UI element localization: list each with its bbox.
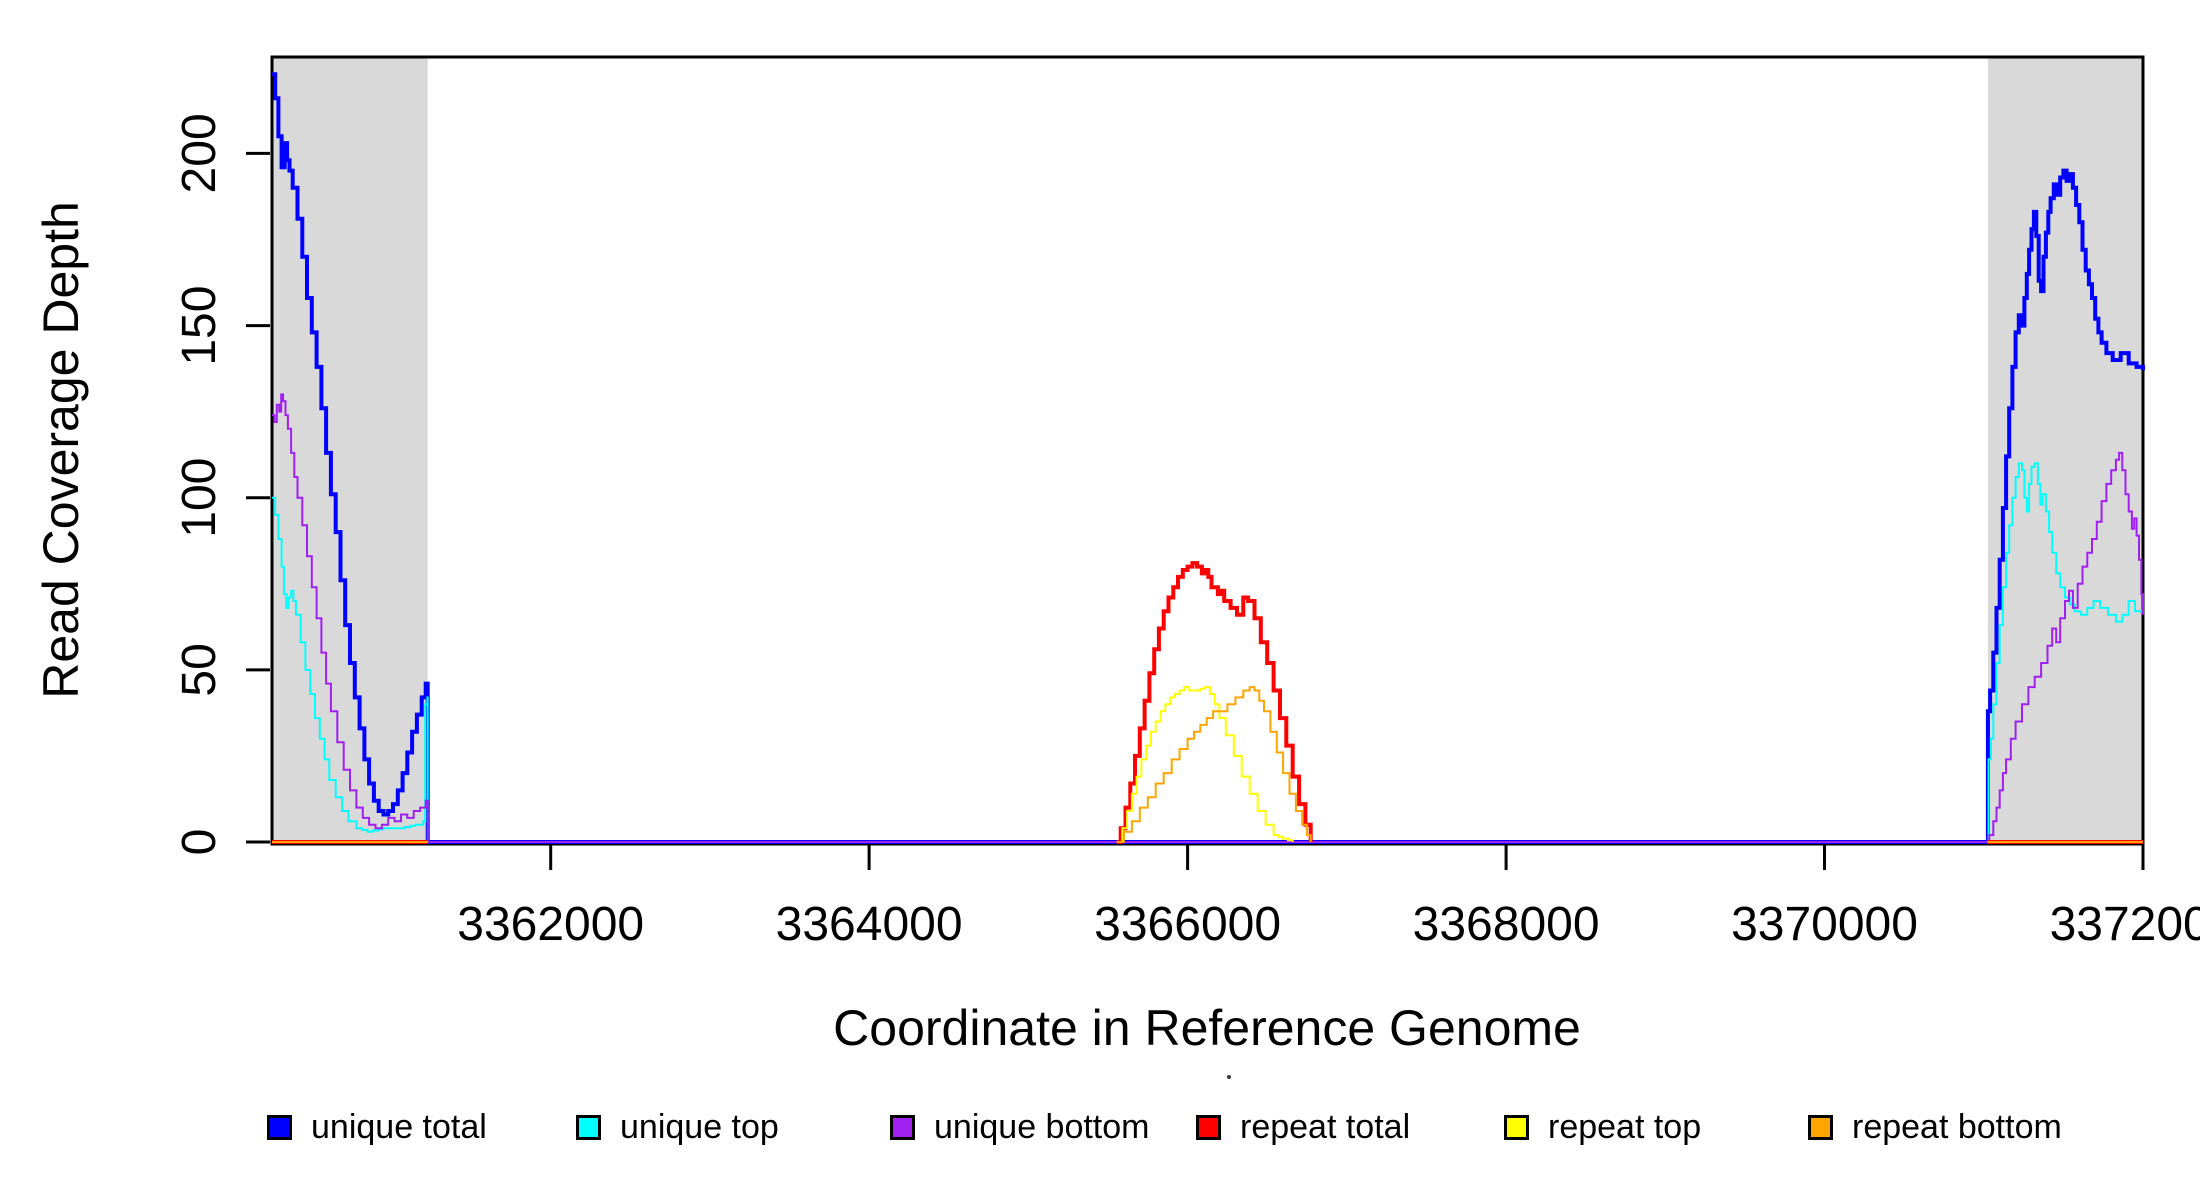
stray-dot [1227, 1075, 1231, 1079]
axis-labels: Read Coverage Depth Coordinate in Refere… [33, 201, 1581, 1056]
x-tick-label: 3370000 [1731, 898, 1918, 951]
legend-item-unique-bottom: unique bottom [890, 1108, 1150, 1146]
legend-label: repeat top [1548, 1107, 1702, 1146]
data-series [272, 72, 2145, 844]
legend-swatch-unique-bottom [890, 1114, 915, 1140]
x-tick-label: 3362000 [457, 898, 644, 951]
series-line-unique-top [272, 462, 2144, 843]
legend-swatch-unique-top [576, 1114, 601, 1140]
x-tick-label: 3366000 [1094, 898, 1281, 951]
legend-label: unique top [620, 1107, 779, 1146]
legend-swatch-unique-total [267, 1114, 292, 1140]
x-axis-title: Coordinate in Reference Genome [833, 1000, 1581, 1056]
legend-label: unique bottom [934, 1107, 1150, 1146]
y-axis-title: Read Coverage Depth [33, 201, 89, 699]
legend-item-repeat-top: repeat top [1504, 1108, 1701, 1146]
y-tick-label: 50 [173, 643, 226, 696]
shaded-region [272, 57, 428, 842]
shaded-regions [272, 57, 2143, 842]
legend-label: repeat total [1240, 1107, 1411, 1146]
y-tick-label: 150 [173, 286, 226, 366]
legend-item-repeat-bottom: repeat bottom [1808, 1108, 2062, 1146]
legend-item-unique-total: unique total [267, 1108, 487, 1146]
legend-item-repeat-total: repeat total [1196, 1108, 1410, 1146]
axis-ticks: 3362000 3364000 3366000 3368000 3370000 33720… [173, 113, 2200, 951]
series-line-repeat-total [1116, 561, 1313, 844]
legend-label: repeat bottom [1852, 1107, 2062, 1146]
legend: unique total unique top unique bottom repea… [0, 0, 2200, 1146]
legend-swatch-repeat-bottom [1808, 1114, 1833, 1140]
legend-label: unique total [311, 1107, 487, 1146]
shaded-region [1987, 57, 2143, 842]
plot-box [270, 55, 2145, 846]
series-line-repeat-top [1117, 686, 1294, 843]
y-tick-label: 0 [173, 829, 226, 856]
legend-item-unique-top: unique top [576, 1108, 779, 1146]
legend-swatch-repeat-total [1196, 1114, 1221, 1140]
series-line-repeat-bottom [1116, 686, 1312, 843]
series-line-unique-bottom [272, 393, 2144, 843]
x-tick-label: 3368000 [1413, 898, 1600, 951]
y-tick-label: 200 [173, 113, 226, 193]
x-tick-label: 3364000 [776, 898, 963, 951]
legend-swatch-repeat-top [1504, 1114, 1529, 1140]
y-tick-label: 100 [173, 458, 226, 538]
plot-border [270, 55, 2145, 846]
series-line-unique-total [272, 72, 2145, 844]
